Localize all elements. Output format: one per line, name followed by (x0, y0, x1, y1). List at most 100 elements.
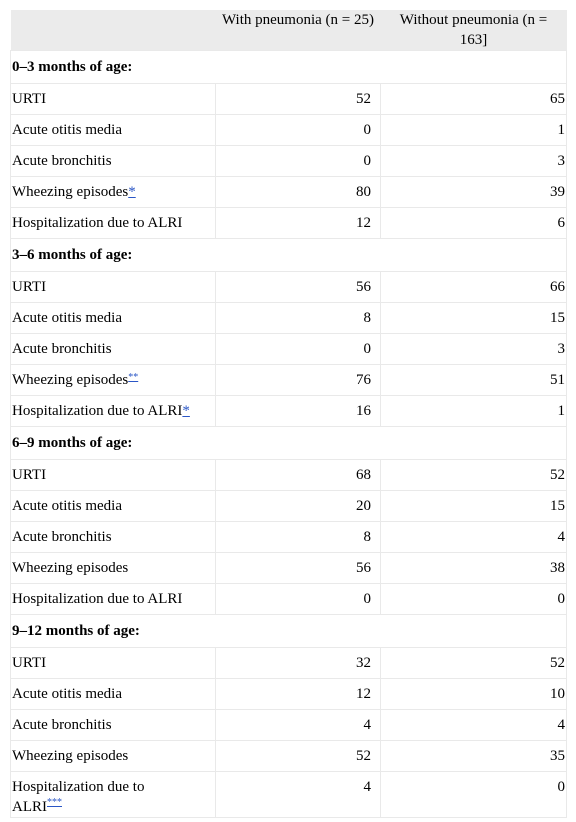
section-row: 3–6 months of age: (10, 238, 567, 272)
row-label-cell: Wheezing episodes (10, 740, 216, 772)
without-pneumonia-value: 3 (380, 333, 567, 365)
row-label: Wheezing episodes (12, 183, 129, 200)
row-label-cell: Acute otitis media (10, 678, 216, 710)
table-row: Acute bronchitis 8 4 (10, 521, 567, 553)
row-label-cell: Acute bronchitis (10, 145, 216, 177)
section-row: 9–12 months of age: (10, 614, 567, 648)
with-pneumonia-value: 56 (215, 271, 381, 303)
table-row: Acute bronchitis 4 4 (10, 709, 567, 741)
without-pneumonia-value: 39 (380, 176, 567, 208)
without-pneumonia-value: 65 (380, 83, 567, 115)
without-pneumonia-value: 15 (380, 302, 567, 334)
row-label: Acute bronchitis (12, 528, 112, 545)
table-row: Wheezing episodes* 80 39 (10, 176, 567, 208)
table-row: Hospitalization due to ALRI*** 4 0 (10, 771, 567, 818)
row-label: Acute otitis media (12, 121, 122, 138)
row-label-cell: Hospitalization due to ALRI*** (10, 771, 216, 818)
without-pneumonia-value: 15 (380, 490, 567, 522)
row-label: Wheezing episodes (12, 747, 129, 764)
row-label-cell: Wheezing episodes** (10, 364, 216, 396)
with-pneumonia-value: 80 (215, 176, 381, 208)
row-label-cell: URTI (10, 647, 216, 679)
with-pneumonia-value: 32 (215, 647, 381, 679)
with-pneumonia-value: 0 (215, 145, 381, 177)
with-pneumonia-value: 76 (215, 364, 381, 396)
section-title: 6–9 months of age: (10, 426, 567, 460)
without-pneumonia-value: 10 (380, 678, 567, 710)
without-pneumonia-value: 4 (380, 709, 567, 741)
without-pneumonia-value: 6 (380, 207, 567, 239)
without-pneumonia-value: 0 (380, 771, 567, 818)
footnote-link[interactable]: * (128, 183, 136, 200)
without-pneumonia-value: 0 (380, 583, 567, 615)
section-title: 0–3 months of age: (10, 50, 567, 84)
row-label-cell: Acute bronchitis (10, 709, 216, 741)
without-pneumonia-value: 51 (380, 364, 567, 396)
without-pneumonia-value: 1 (380, 395, 567, 427)
with-pneumonia-value: 12 (215, 678, 381, 710)
row-label: Hospitalization due to ALRI (12, 214, 183, 231)
row-label-cell: Acute otitis media (10, 490, 216, 522)
without-pneumonia-value: 38 (380, 552, 567, 584)
without-pneumonia-value: 3 (380, 145, 567, 177)
row-label-cell: Acute otitis media (10, 114, 216, 146)
row-label: Hospitalization due to ALRI (12, 590, 183, 607)
section-row: 6–9 months of age: (10, 426, 567, 460)
row-label: Hospitalization due to ALRI (12, 402, 183, 419)
section-title: 9–12 months of age: (10, 614, 567, 648)
with-pneumonia-value: 12 (215, 207, 381, 239)
without-pneumonia-value: 52 (380, 459, 567, 491)
footnote-link[interactable]: * (182, 402, 190, 419)
table-row: Hospitalization due to ALRI 0 0 (10, 583, 567, 615)
table-row: Hospitalization due to ALRI 12 6 (10, 207, 567, 239)
row-label-cell: Acute otitis media (10, 302, 216, 334)
row-label-cell: Acute bronchitis (10, 521, 216, 553)
without-pneumonia-value: 1 (380, 114, 567, 146)
header-without-pneumonia: Without pneumonia (n = 163] (380, 10, 567, 51)
row-label: URTI (12, 466, 47, 483)
header-row: With pneumonia (n = 25) Without pneumoni… (10, 10, 567, 51)
row-label-cell: Acute bronchitis (10, 333, 216, 365)
with-pneumonia-value: 0 (215, 583, 381, 615)
section-row: 0–3 months of age: (10, 50, 567, 84)
row-label-cell: Hospitalization due to ALRI* (10, 395, 216, 427)
table-row: Hospitalization due to ALRI* 16 1 (10, 395, 567, 427)
footnote-link[interactable]: ** (128, 371, 139, 383)
row-label-cell: Wheezing episodes (10, 552, 216, 584)
row-label-cell: Hospitalization due to ALRI (10, 583, 216, 615)
table-row: Wheezing episodes 56 38 (10, 552, 567, 584)
row-label-cell: URTI (10, 459, 216, 491)
row-label: URTI (12, 278, 47, 295)
with-pneumonia-value: 68 (215, 459, 381, 491)
table-row: Acute otitis media 12 10 (10, 678, 567, 710)
with-pneumonia-value: 20 (215, 490, 381, 522)
with-pneumonia-value: 56 (215, 552, 381, 584)
without-pneumonia-value: 35 (380, 740, 567, 772)
header-empty-cell (10, 10, 216, 51)
table-row: Acute bronchitis 0 3 (10, 333, 567, 365)
table-row: URTI 56 66 (10, 271, 567, 303)
row-label: Acute otitis media (12, 309, 122, 326)
header-with-pneumonia: With pneumonia (n = 25) (215, 10, 381, 51)
footnote-link[interactable]: *** (47, 797, 62, 808)
row-label: Acute otitis media (12, 497, 122, 514)
row-label: Acute bronchitis (12, 716, 112, 733)
row-label: Wheezing episodes (12, 371, 129, 388)
table-row: Wheezing episodes** 76 51 (10, 364, 567, 396)
table-row: Acute otitis media 20 15 (10, 490, 567, 522)
without-pneumonia-value: 52 (380, 647, 567, 679)
table-body: 0–3 months of age: URTI 52 65 Acute otitis m… (10, 50, 567, 818)
data-table: With pneumonia (n = 25) Without pneumoni… (10, 10, 567, 818)
table-row: Acute otitis media 8 15 (10, 302, 567, 334)
with-pneumonia-value: 16 (215, 395, 381, 427)
row-label: Acute otitis media (12, 685, 122, 702)
table-row: Acute bronchitis 0 3 (10, 145, 567, 177)
row-label-cell: URTI (10, 271, 216, 303)
without-pneumonia-value: 4 (380, 521, 567, 553)
row-label-cell: URTI (10, 83, 216, 115)
row-label: URTI (12, 90, 47, 107)
table-row: Wheezing episodes 52 35 (10, 740, 567, 772)
row-label: Wheezing episodes (12, 559, 129, 576)
with-pneumonia-value: 4 (215, 771, 381, 818)
row-label-cell: Wheezing episodes* (10, 176, 216, 208)
